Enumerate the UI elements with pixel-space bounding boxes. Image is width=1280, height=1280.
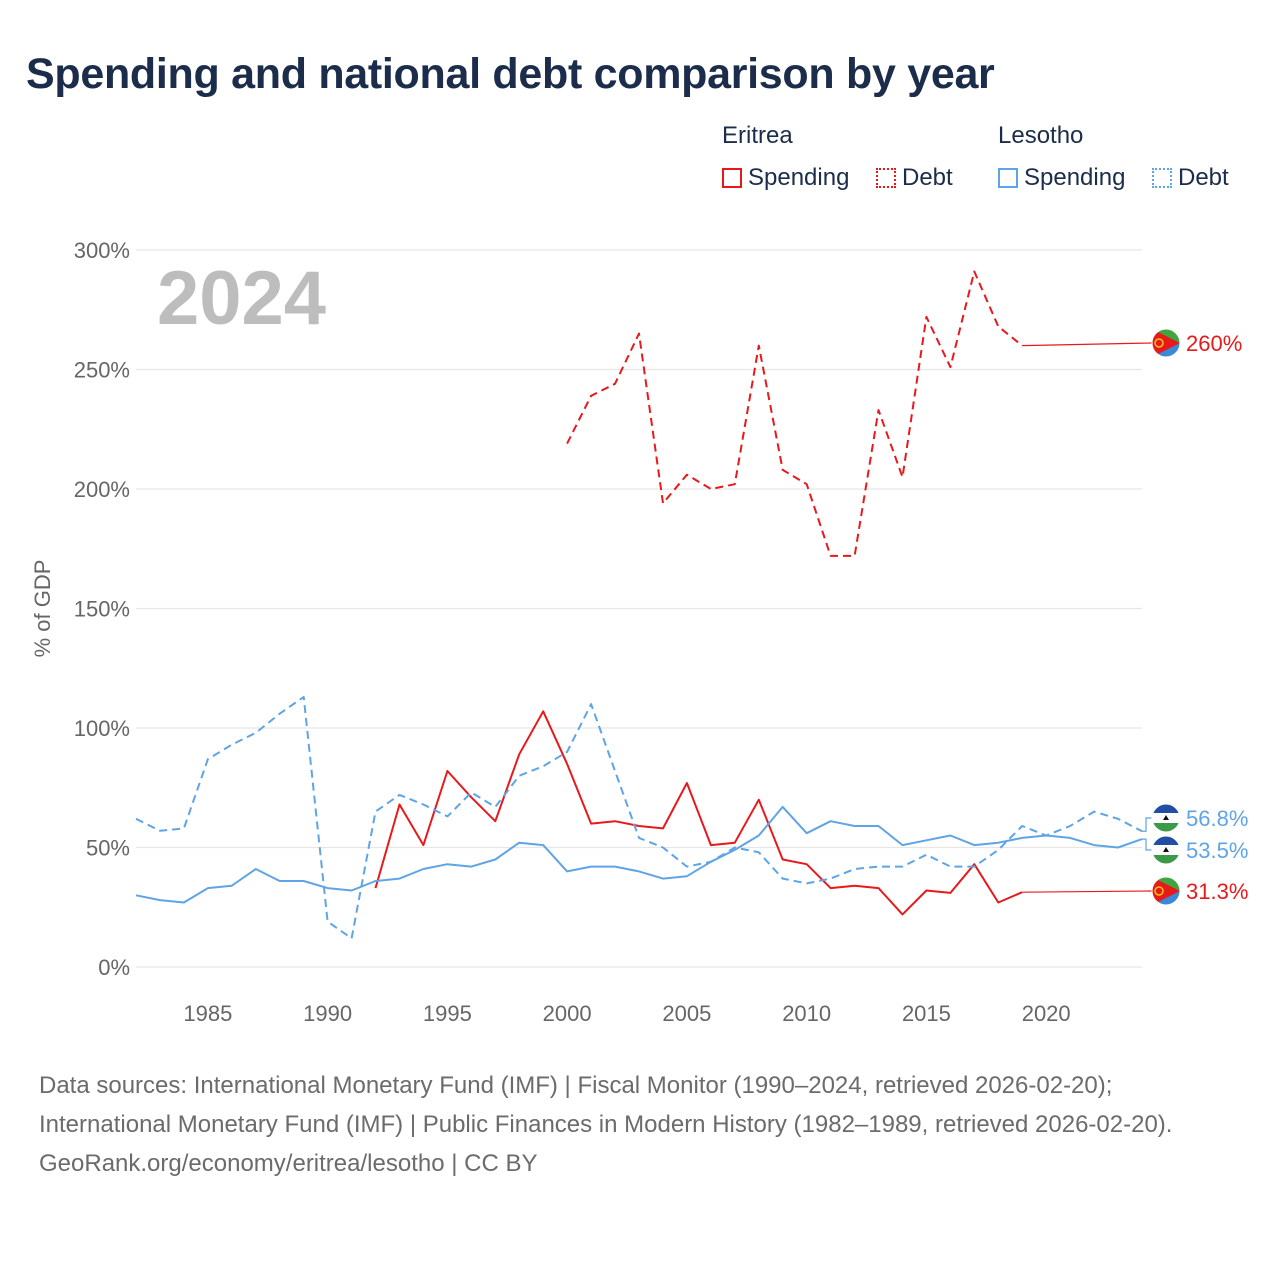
leader-line — [1022, 342, 1153, 347]
legend-label: Spending — [748, 164, 850, 191]
lesotho-flag-icon — [1151, 803, 1181, 833]
x-tick-label: 1995 — [423, 1001, 472, 1026]
flag-emblem — [1163, 815, 1169, 820]
flag-emblem — [1154, 338, 1164, 348]
chart-title: Spending and national debt comparison by… — [26, 50, 995, 98]
legend-swatch-solid — [722, 168, 742, 188]
legend-item-lesotho-debt[interactable]: Debt — [1152, 164, 1229, 192]
legend-group-title: Eritrea — [722, 122, 793, 149]
flag-fill — [1152, 836, 1180, 864]
legend-group-title: Lesotho — [998, 122, 1084, 149]
y-tick-label: 100% — [74, 716, 130, 741]
legend-label: Debt — [1178, 164, 1229, 191]
end-value-label: 56.8% — [1186, 806, 1248, 831]
flag-fill — [1152, 877, 1180, 905]
legend-swatch-dotted — [1152, 168, 1172, 188]
flag-band — [1152, 804, 1180, 813]
legend-item-eritrea-debt[interactable]: Debt — [876, 164, 953, 192]
footer: Data sources: International Monetary Fun… — [39, 1066, 1239, 1183]
x-tick-label: 2000 — [543, 1001, 592, 1026]
flag-band — [1152, 836, 1180, 845]
flag-border — [1151, 835, 1181, 865]
legend-label: Debt — [902, 164, 953, 191]
series-line-eritrea-spending — [374, 710, 1023, 916]
flag-border — [1151, 876, 1181, 906]
legend-swatch-dotted — [876, 168, 896, 188]
flag-border — [1151, 328, 1181, 358]
leader-line — [1142, 817, 1152, 832]
x-tick-label: 1990 — [303, 1001, 352, 1026]
series-line-lesotho-debt — [135, 695, 1143, 940]
x-tick-label: 2005 — [662, 1001, 711, 1026]
flag-emblem — [1154, 886, 1164, 896]
eritrea-flag-icon — [1151, 876, 1181, 906]
flag-triangle — [1152, 329, 1180, 357]
legend-item-lesotho-spending[interactable]: Spending — [998, 164, 1125, 192]
legend-swatch-solid — [998, 168, 1018, 188]
data-sources: Data sources: International Monetary Fun… — [39, 1072, 1173, 1138]
leader-line — [1142, 838, 1152, 851]
attribution-link[interactable]: GeoRank.org/economy/eritrea/lesotho | CC… — [39, 1150, 538, 1177]
end-value-label: 31.3% — [1186, 879, 1248, 904]
leader-line — [1022, 890, 1153, 893]
y-tick-label: 300% — [74, 238, 130, 263]
eritrea-flag-icon — [1151, 328, 1181, 358]
end-value-label: 53.5% — [1186, 838, 1248, 863]
y-tick-label: 150% — [74, 597, 130, 622]
series-line-lesotho-spending — [135, 805, 1143, 904]
x-tick-label: 2015 — [902, 1001, 951, 1026]
year-watermark: 2024 — [157, 256, 326, 341]
x-tick-label: 2010 — [782, 1001, 831, 1026]
legend-label: Spending — [1024, 164, 1126, 191]
y-tick-label: 250% — [74, 358, 130, 383]
flag-fill — [1152, 329, 1180, 357]
x-tick-label: 2020 — [1022, 1001, 1071, 1026]
flag-band — [1152, 823, 1180, 832]
y-tick-label: 50% — [86, 836, 130, 861]
flag-band — [1152, 855, 1180, 864]
flag-emblem — [1163, 847, 1169, 852]
flag-fill — [1152, 804, 1180, 832]
y-axis-title: % of GDP — [30, 560, 55, 658]
y-tick-label: 0% — [98, 955, 130, 980]
chart-plot: 2024 0% 50% 100% 150% 200% 250% 300% 1985 1990 19… — [30, 238, 1248, 1026]
flag-border — [1151, 803, 1181, 833]
series-line-eritrea-debt — [566, 270, 1023, 557]
flag-triangle — [1152, 877, 1180, 905]
y-tick-label: 200% — [74, 477, 130, 502]
lesotho-flag-icon — [1151, 835, 1181, 865]
legend-item-eritrea-spending[interactable]: Spending — [722, 164, 849, 192]
end-value-label: 260% — [1186, 331, 1242, 356]
x-tick-label: 1985 — [183, 1001, 232, 1026]
